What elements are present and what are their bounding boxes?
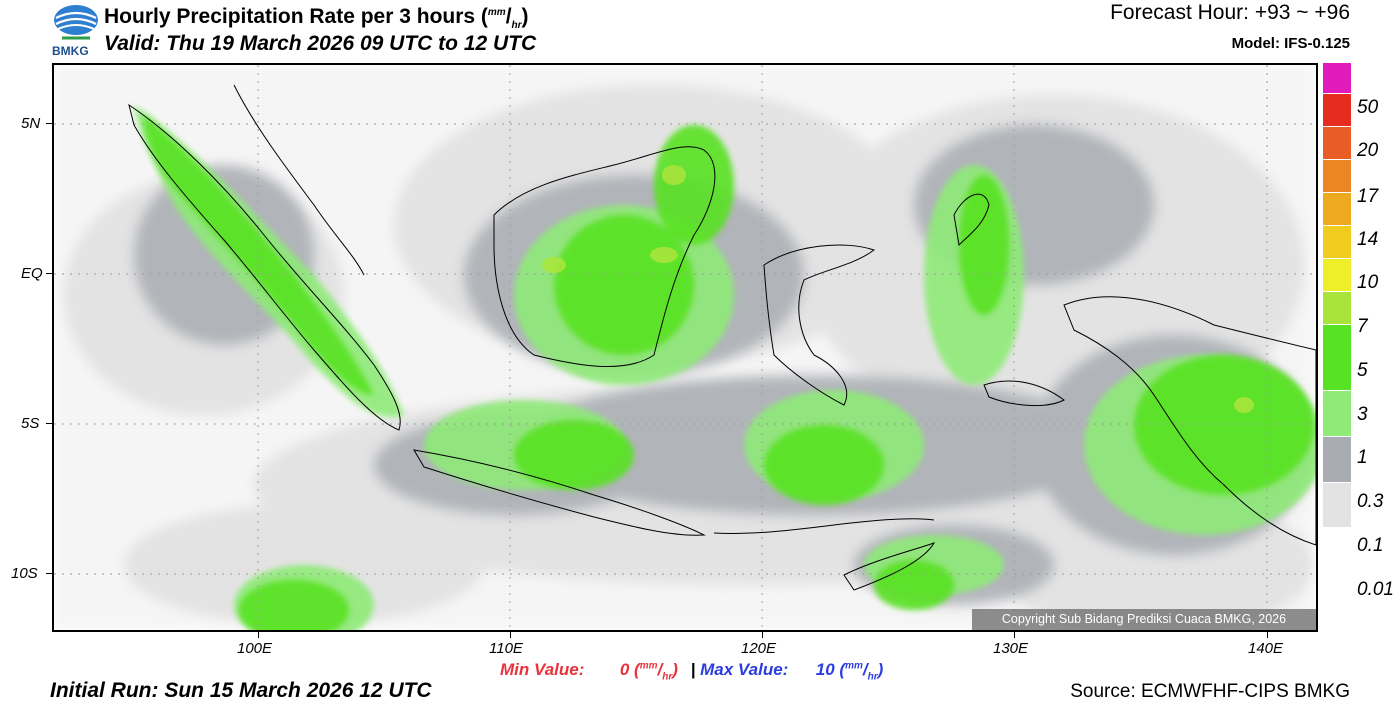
legend-label: 50: [1357, 97, 1379, 118]
legend-swatch: [1323, 127, 1351, 160]
lat-tick: [46, 423, 52, 424]
legend-label: 0.1: [1357, 535, 1384, 556]
color-legend: [1323, 63, 1351, 590]
legend-swatch: [1323, 226, 1351, 259]
model-name: Model: IFS-0.125: [1231, 35, 1350, 52]
lon-tick: [1267, 632, 1268, 638]
legend-label: 17: [1357, 186, 1379, 207]
legend-label: 7: [1357, 316, 1368, 337]
min-value-label: Min Value:: [500, 660, 585, 679]
lon-label-140e: 140E: [1248, 640, 1284, 657]
legend-label: 20: [1357, 140, 1379, 161]
legend-label: 14: [1357, 229, 1379, 250]
min-max-values: Min Value: 0 (mm/hr) | Max Value: 10 (mm…: [500, 660, 884, 683]
chart-title: Hourly Precipitation Rate per 3 hours (m…: [104, 5, 529, 32]
legend-swatch: [1323, 391, 1351, 437]
legend-swatch: [1323, 259, 1351, 292]
precipitation-map: [52, 63, 1318, 632]
lon-label-120e: 120E: [741, 640, 777, 657]
initial-run: Initial Run: Sun 15 March 2026 12 UTC: [50, 679, 432, 702]
lon-tick: [258, 632, 259, 638]
lat-label-10s: 10S: [11, 565, 38, 582]
valid-period: Valid: Thu 19 March 2026 09 UTC to 12 UT…: [104, 32, 537, 55]
legend-label: 3: [1357, 404, 1368, 425]
legend-swatch: [1323, 325, 1351, 391]
lon-label-110e: 110E: [489, 640, 523, 657]
legend-label: 0.3: [1357, 491, 1384, 512]
lat-label-eq: EQ: [21, 265, 43, 282]
lat-label-5s: 5S: [21, 415, 40, 432]
legend-swatch: [1323, 193, 1351, 226]
max-value-label: Max Value:: [700, 660, 789, 679]
legend-swatch: [1323, 292, 1351, 325]
bmkg-logo: BMKG: [52, 2, 100, 58]
min-value: 0 (: [619, 660, 640, 679]
lat-tick: [46, 273, 52, 274]
lat-tick: [46, 573, 52, 574]
legend-swatch: [1323, 483, 1351, 528]
lon-tick: [762, 632, 763, 638]
legend-swatch: [1323, 63, 1351, 94]
legend-swatch: [1323, 94, 1351, 127]
logo-text: BMKG: [52, 44, 89, 58]
lon-tick: [1014, 632, 1015, 638]
copyright-notice: Copyright Sub Bidang Prediksi Cuaca BMKG…: [972, 609, 1316, 630]
lat-tick: [46, 123, 52, 124]
lon-label-100e: 100E: [237, 640, 273, 657]
legend-label: 10: [1357, 272, 1379, 293]
legend-label: 0.01: [1357, 579, 1394, 600]
lon-label-130e: 130E: [993, 640, 1029, 657]
forecast-hour: Forecast Hour: +93 ~ +96: [1110, 1, 1350, 24]
max-value: 10 (: [815, 660, 846, 679]
legend-swatch: [1323, 437, 1351, 483]
legend-label: 5: [1357, 360, 1368, 381]
lat-label-5n: 5N: [21, 115, 41, 132]
legend-swatch: [1323, 160, 1351, 193]
legend-label: 1: [1357, 447, 1368, 468]
lon-tick: [510, 632, 511, 638]
source-text: Source: ECMWFHF-CIPS BMKG: [1070, 681, 1350, 702]
